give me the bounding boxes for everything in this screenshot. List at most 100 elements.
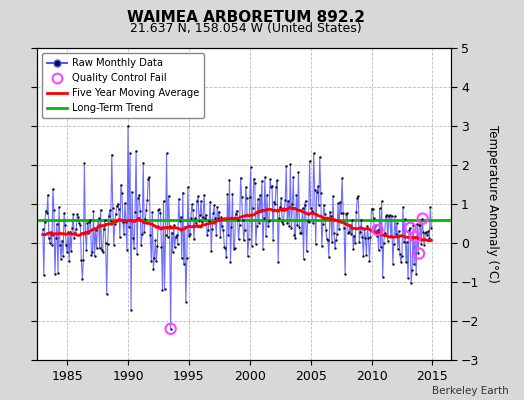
Point bbox=[389, 261, 397, 267]
Point bbox=[300, 202, 309, 208]
Point bbox=[157, 244, 166, 250]
Point bbox=[271, 200, 279, 207]
Point bbox=[283, 219, 291, 226]
Point bbox=[338, 175, 346, 181]
Point bbox=[257, 207, 265, 214]
Point bbox=[63, 249, 71, 256]
Point bbox=[375, 205, 384, 212]
Point bbox=[286, 161, 294, 167]
Point bbox=[216, 234, 224, 240]
Point bbox=[68, 224, 77, 231]
Point bbox=[155, 206, 163, 213]
Point bbox=[406, 225, 414, 231]
Point bbox=[103, 290, 111, 297]
Point bbox=[294, 169, 303, 176]
Point bbox=[154, 206, 162, 213]
Point bbox=[104, 213, 113, 220]
Point bbox=[406, 225, 414, 231]
Point bbox=[91, 227, 100, 233]
Point bbox=[203, 232, 211, 238]
Point bbox=[415, 250, 423, 257]
Point bbox=[237, 194, 246, 200]
Point bbox=[244, 253, 252, 259]
Point bbox=[278, 219, 287, 225]
Point bbox=[296, 230, 304, 237]
Point bbox=[411, 234, 419, 240]
Point bbox=[125, 223, 133, 230]
Point bbox=[275, 214, 283, 221]
Point bbox=[131, 208, 139, 215]
Point bbox=[340, 224, 348, 231]
Point bbox=[405, 227, 413, 234]
Point bbox=[129, 235, 137, 242]
Point bbox=[83, 220, 92, 226]
Point bbox=[165, 193, 173, 199]
Point bbox=[298, 205, 307, 212]
Point bbox=[259, 245, 267, 252]
Point bbox=[207, 248, 215, 254]
Point bbox=[107, 151, 116, 158]
Point bbox=[231, 245, 239, 251]
Point bbox=[138, 231, 146, 237]
Point bbox=[339, 209, 347, 216]
Point bbox=[336, 199, 344, 206]
Point bbox=[158, 286, 167, 293]
Point bbox=[346, 222, 354, 228]
Point bbox=[195, 218, 203, 224]
Point bbox=[205, 218, 213, 224]
Point bbox=[208, 225, 216, 232]
Point bbox=[167, 326, 175, 332]
Point bbox=[281, 197, 289, 204]
Point bbox=[51, 271, 59, 278]
Point bbox=[232, 208, 241, 214]
Point bbox=[167, 326, 175, 332]
Point bbox=[134, 195, 143, 201]
Point bbox=[59, 253, 67, 260]
Point bbox=[95, 245, 104, 252]
Point bbox=[355, 238, 364, 245]
Point bbox=[357, 216, 366, 223]
Point bbox=[235, 222, 244, 228]
Point bbox=[52, 235, 60, 241]
Point bbox=[399, 204, 407, 210]
Point bbox=[104, 240, 112, 247]
Point bbox=[170, 244, 179, 250]
Text: 21.637 N, 158.054 W (United States): 21.637 N, 158.054 W (United States) bbox=[130, 22, 362, 35]
Point bbox=[263, 192, 271, 198]
Point bbox=[366, 234, 375, 240]
Point bbox=[351, 240, 359, 246]
Point bbox=[42, 210, 51, 216]
Point bbox=[358, 234, 367, 240]
Point bbox=[76, 222, 84, 228]
Point bbox=[88, 252, 96, 258]
Point bbox=[110, 242, 118, 248]
Point bbox=[197, 198, 205, 204]
Point bbox=[106, 218, 115, 224]
Point bbox=[40, 219, 49, 225]
Point bbox=[268, 183, 276, 189]
Point bbox=[185, 231, 194, 237]
Point bbox=[189, 207, 197, 213]
Point bbox=[136, 208, 145, 214]
Point bbox=[149, 266, 158, 272]
Point bbox=[127, 306, 135, 313]
Point bbox=[64, 229, 72, 236]
Point bbox=[187, 215, 195, 221]
Point bbox=[212, 232, 221, 238]
Point bbox=[94, 215, 103, 221]
Point bbox=[58, 237, 66, 244]
Point bbox=[269, 237, 277, 243]
Point bbox=[260, 214, 268, 221]
Point bbox=[118, 190, 126, 196]
Point bbox=[243, 195, 251, 201]
Point bbox=[62, 242, 70, 248]
Point bbox=[345, 229, 353, 236]
Point bbox=[194, 193, 202, 200]
Point bbox=[425, 235, 433, 242]
Point bbox=[291, 235, 300, 242]
Point bbox=[253, 223, 261, 229]
Point bbox=[81, 229, 90, 236]
Point bbox=[333, 231, 341, 238]
Point bbox=[330, 230, 338, 236]
Point bbox=[112, 210, 120, 217]
